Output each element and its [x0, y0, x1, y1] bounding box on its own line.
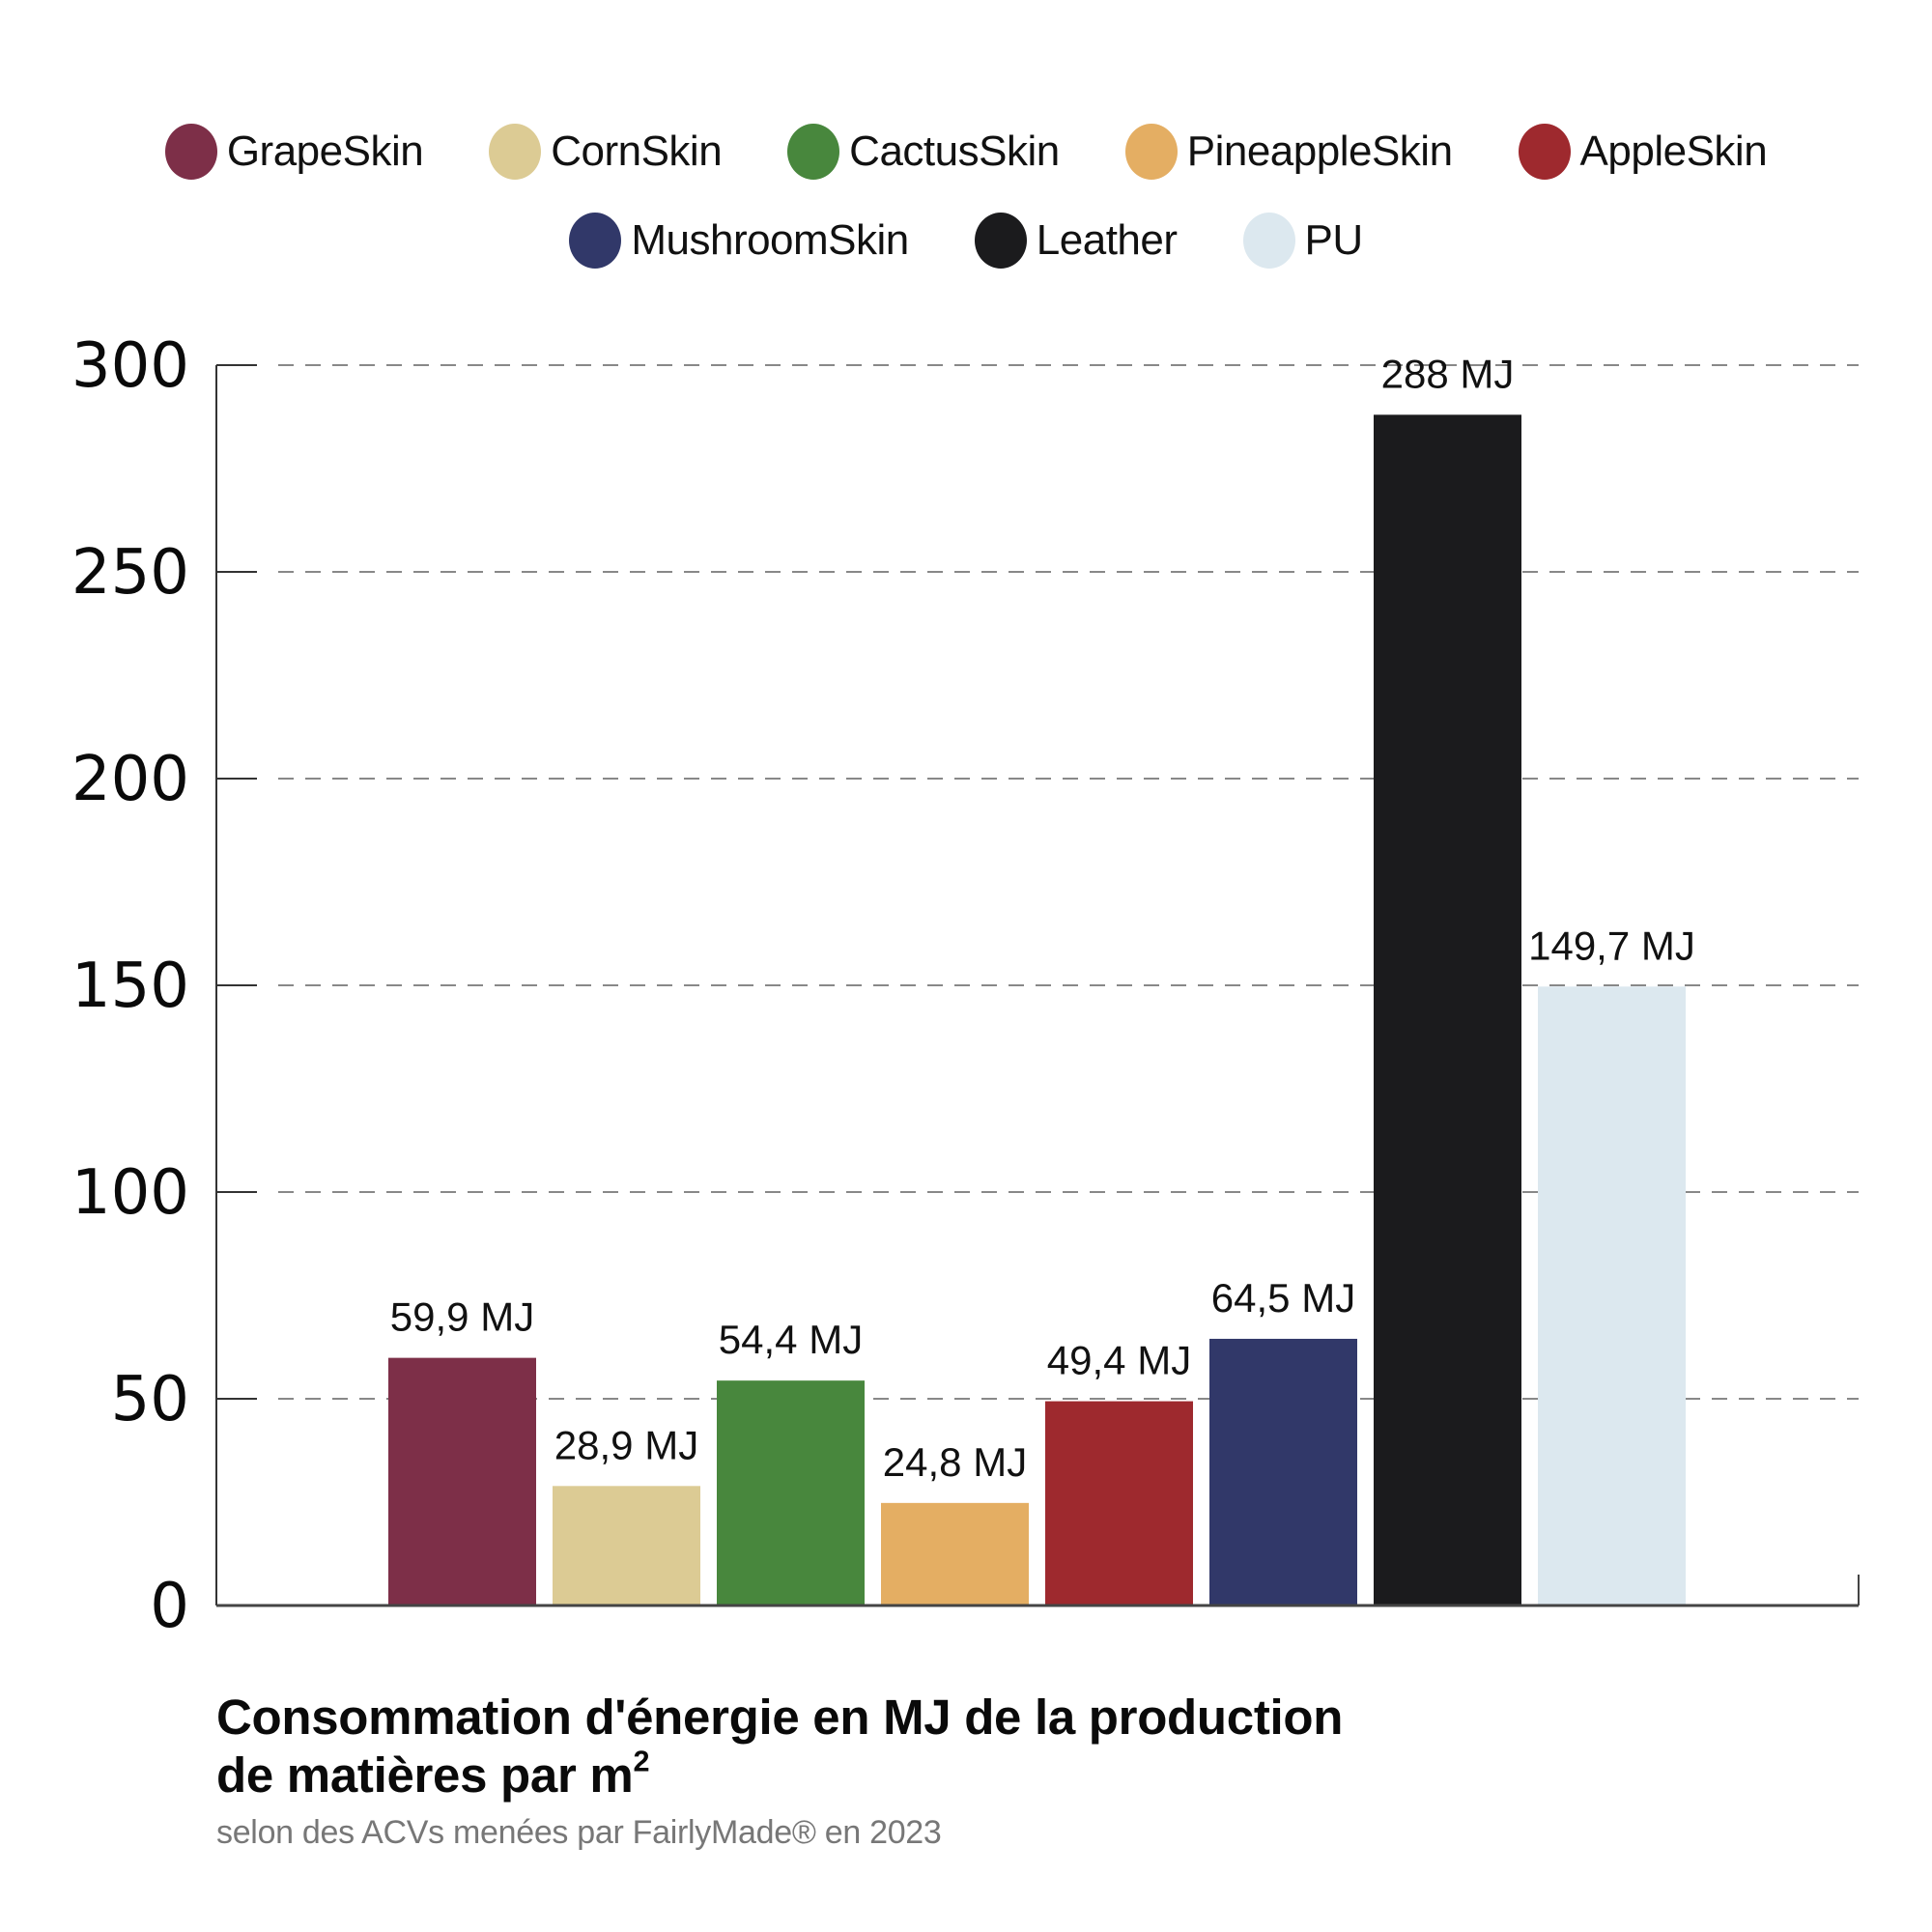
chart-title-line-1: Consommation d'énergie en MJ de la produ… — [216, 1690, 1344, 1745]
value-label-grapeskin: 59,9 MJ — [390, 1294, 534, 1340]
legend-swatch-icon — [164, 124, 217, 180]
legend-label: CactusSkin — [849, 128, 1060, 175]
legend-swatch-icon — [1518, 124, 1571, 180]
legend-item-appleskin: AppleSkin — [1518, 124, 1768, 180]
chart-title-line-2-text: de matières par m — [216, 1747, 634, 1803]
bar-cactusskin — [717, 1380, 865, 1605]
legend-label: Leather — [1036, 216, 1178, 264]
legend-item-grapeskin: GrapeSkin — [164, 124, 424, 180]
legend-swatch-icon — [1124, 124, 1178, 180]
chart-subtitle: selon des ACVs menées par FairlyMade® en… — [216, 1814, 942, 1851]
y-tick-label: 50 — [111, 1364, 189, 1435]
chart-title-superscript: 2 — [633, 1745, 650, 1778]
legend-item-mushroomskin: MushroomSkin — [569, 213, 909, 269]
value-label-appleskin: 49,4 MJ — [1047, 1338, 1191, 1383]
y-tick-label: 200 — [71, 744, 189, 815]
y-tick-label: 0 — [150, 1571, 189, 1642]
value-label-leather: 288 MJ — [1381, 351, 1515, 396]
legend-item-leather: Leather — [974, 213, 1178, 269]
bars — [388, 414, 1686, 1605]
legend-label: PineappleSkin — [1186, 128, 1453, 175]
bar-pu — [1538, 986, 1686, 1605]
value-label-pineappleskin: 24,8 MJ — [883, 1439, 1027, 1485]
legend-swatch-icon — [787, 124, 840, 180]
legend-label: CornSkin — [551, 128, 723, 175]
legend-item-cornskin: CornSkin — [489, 124, 723, 180]
legend-item-cactusskin: CactusSkin — [787, 124, 1060, 180]
legend-item-pineappleskin: PineappleSkin — [1124, 124, 1453, 180]
legend-label: GrapeSkin — [226, 128, 424, 175]
legend-label: AppleSkin — [1579, 128, 1768, 175]
value-labels: 59,9 MJ 28,9 MJ 54,4 MJ 24,8 MJ 49,4 MJ 64,5 … — [390, 351, 1695, 1484]
legend-swatch-icon — [569, 213, 622, 269]
legend-item-pu: PU — [1242, 213, 1364, 269]
bar-pineappleskin — [881, 1502, 1029, 1605]
chart-title: Consommation d'énergie en MJ de la produ… — [216, 1689, 1343, 1804]
bar-cornskin — [553, 1486, 700, 1605]
value-label-pu: 149,7 MJ — [1528, 923, 1695, 968]
value-label-cactusskin: 54,4 MJ — [719, 1317, 863, 1362]
y-tick-label: 150 — [71, 951, 189, 1022]
legend-swatch-icon — [1242, 213, 1295, 269]
y-axis-ticks: 0 50 100 150 200 250 300 — [71, 330, 189, 1642]
y-tick-label: 300 — [71, 330, 189, 402]
legend-row-1: GrapeSkin CornSkin CactusSkin PineappleS… — [0, 124, 1932, 180]
legend-label: PU — [1304, 216, 1364, 264]
chart-title-line-2: de matières par m2 — [216, 1747, 1343, 1804]
legend-label: MushroomSkin — [631, 216, 909, 264]
y-tick-label: 250 — [71, 537, 189, 609]
legend-row-2: MushroomSkin Leather PU — [0, 213, 1932, 269]
bar-appleskin — [1045, 1401, 1193, 1605]
legend-swatch-icon — [489, 124, 542, 180]
value-label-mushroomskin: 64,5 MJ — [1211, 1275, 1355, 1321]
gridlines — [216, 364, 1859, 1400]
value-label-cornskin: 28,9 MJ — [554, 1422, 698, 1467]
legend-swatch-icon — [974, 213, 1027, 269]
bar-mushroomskin — [1209, 1338, 1357, 1605]
y-tick-label: 100 — [71, 1157, 189, 1229]
bar-grapeskin — [388, 1357, 536, 1605]
bar-leather — [1374, 414, 1521, 1605]
